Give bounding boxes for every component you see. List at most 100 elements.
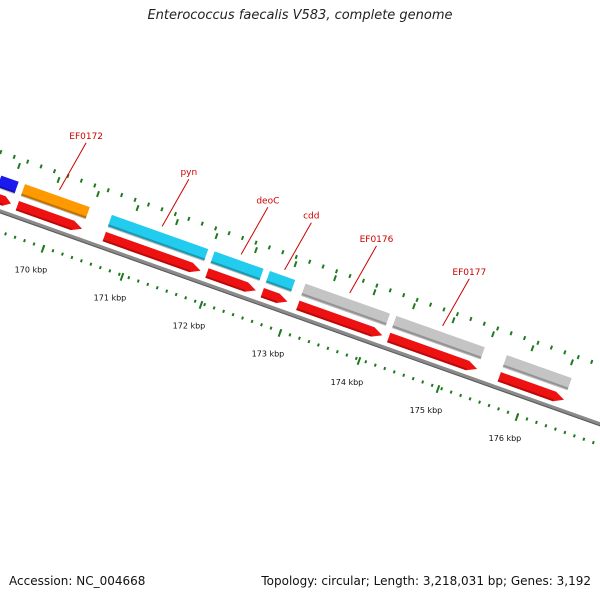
gene-bar xyxy=(21,184,90,219)
outer-scale-tick xyxy=(451,317,456,324)
inner-scale-dot xyxy=(174,292,178,297)
outer-scale-tick xyxy=(175,218,179,226)
outer-scale-tick xyxy=(214,232,219,240)
gene-bar xyxy=(502,355,572,390)
gene-label-leader xyxy=(240,207,269,255)
outer-scale-dot xyxy=(348,273,352,279)
inner-scale-dot xyxy=(478,400,482,404)
inner-scale-dot xyxy=(345,353,349,357)
gene-label: pyn xyxy=(180,168,197,178)
inner-scale-dot xyxy=(184,296,188,300)
outer-scale-dot xyxy=(160,207,164,212)
cds-arrow xyxy=(0,194,11,206)
gene-label: deoC xyxy=(256,196,279,206)
inner-scale-dot xyxy=(60,252,64,256)
gene-bar-shadow xyxy=(392,325,482,360)
outer-scale-tick xyxy=(135,204,140,212)
inner-scale-dot xyxy=(440,386,444,391)
inner-scale-dot xyxy=(572,434,576,438)
scale-tick-label: 175 kbp xyxy=(410,406,443,415)
cds-arrow-shadow xyxy=(260,295,277,303)
inner-scale-dot xyxy=(506,410,510,415)
cds-arrow xyxy=(260,288,288,303)
inner-scale-dot xyxy=(98,265,102,270)
outer-scale-tick xyxy=(491,331,495,338)
genome-summary: Topology: circular; Length: 3,218,031 bp… xyxy=(261,574,591,588)
outer-scale-dot xyxy=(522,335,527,341)
outer-scale-dot xyxy=(106,188,110,193)
inner-scale-dot xyxy=(269,326,273,330)
outer-scale-tick xyxy=(17,162,21,170)
scale-tick xyxy=(514,412,520,422)
scale-tick-label: 170 kbp xyxy=(15,266,48,275)
scale-tick-label: 176 kbp xyxy=(489,434,522,443)
gene-label-leader xyxy=(161,178,190,227)
inner-scale-dot xyxy=(392,370,396,374)
outer-scale-tick xyxy=(56,176,61,184)
inner-scale-dot xyxy=(89,262,93,266)
cds-arrow xyxy=(497,372,564,402)
outer-scale-dot xyxy=(375,283,379,288)
outer-scale-dot xyxy=(563,350,567,355)
outer-scale-tick xyxy=(530,345,535,352)
inner-scale-dot xyxy=(354,356,358,361)
gene-bar-shadow xyxy=(20,193,87,220)
inner-scale-dot xyxy=(297,336,301,340)
outer-scale-dot xyxy=(549,345,554,350)
outer-scale-tick xyxy=(293,260,298,268)
outer-scale-dot xyxy=(281,250,285,255)
inner-scale-dot xyxy=(250,319,254,324)
cds-arrow-shadow xyxy=(497,379,554,402)
gene-bar xyxy=(301,283,390,325)
outer-scale-dot xyxy=(120,192,124,198)
inner-scale-dot xyxy=(459,393,463,398)
inner-scale-dot xyxy=(335,349,339,354)
outer-scale-dot xyxy=(455,311,460,317)
gene-bar-shadow xyxy=(502,364,569,391)
gene-label-leader xyxy=(58,142,87,191)
outer-scale-dot xyxy=(536,340,540,346)
inner-scale-dot xyxy=(193,299,197,303)
gene-label: cdd xyxy=(303,212,319,222)
outer-scale-dot xyxy=(146,202,151,207)
inner-scale-dot xyxy=(487,403,491,408)
gene-bar xyxy=(265,271,296,292)
inner-scale-dot xyxy=(4,232,8,236)
inner-scale-dot xyxy=(117,272,121,277)
outer-scale-dot xyxy=(12,154,16,160)
outer-scale-dot xyxy=(361,278,366,284)
inner-scale-dot xyxy=(525,417,529,421)
outer-scale-tick xyxy=(333,275,337,282)
cds-arrow xyxy=(15,201,83,231)
outer-scale-dot xyxy=(200,221,204,226)
inner-scale-dot xyxy=(241,316,245,320)
outer-scale-dot xyxy=(428,302,433,307)
inner-scale-dot xyxy=(108,269,112,273)
gene-label-leader xyxy=(442,278,470,327)
cds-arrow-shadow xyxy=(102,239,191,273)
scale-tick xyxy=(40,244,46,253)
outer-scale-dot xyxy=(133,197,137,203)
gene-bar-shadow xyxy=(301,293,387,326)
outer-scale-dot xyxy=(267,245,272,250)
outer-scale-tick xyxy=(254,246,258,254)
inner-scale-dot xyxy=(582,437,586,441)
scale-tick xyxy=(198,300,204,309)
accession-label: Accession: NC_004668 xyxy=(9,574,146,588)
inner-scale-dot xyxy=(316,343,320,347)
cds-arrow-shadow xyxy=(387,340,467,371)
inner-scale-dot xyxy=(497,407,500,411)
gene-bar-shadow xyxy=(265,280,292,293)
outer-scale-dot xyxy=(576,354,580,360)
gene-bar-shadow xyxy=(107,224,205,262)
inner-scale-dot xyxy=(364,360,368,364)
inner-scale-dot xyxy=(136,279,140,283)
inner-scale-dot xyxy=(79,259,83,263)
scale-tick xyxy=(435,384,441,394)
inner-scale-dot xyxy=(13,235,17,240)
inner-scale-dot xyxy=(383,366,387,371)
backbone-line xyxy=(0,209,600,427)
outer-scale-tick xyxy=(96,190,100,198)
gene-label-leader xyxy=(284,222,312,271)
